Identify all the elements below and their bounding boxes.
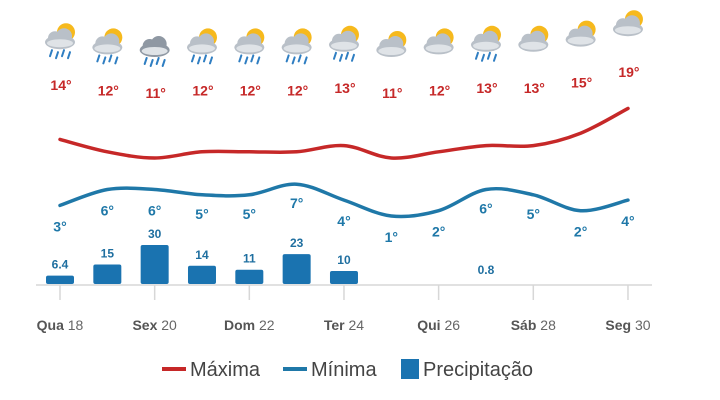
x-tick-label: Ter 24 bbox=[324, 317, 364, 333]
sun-cloud-rain-icon bbox=[234, 28, 265, 65]
max-temp-label: 15° bbox=[571, 75, 592, 91]
min-temp-label: 5° bbox=[195, 206, 208, 222]
min-temp-labels: 3° 6° 6° 5° 5° 7° 4° 1° 2° 6° 5° 2° 4° bbox=[53, 195, 634, 245]
precipitation-label: 10 bbox=[337, 253, 351, 267]
min-temp-label: 6° bbox=[148, 203, 161, 219]
legend-label: Máxima bbox=[190, 359, 261, 381]
legend-item: Mínima bbox=[283, 359, 377, 381]
min-temp-label: 1° bbox=[385, 229, 398, 245]
max-temp-labels: 14° 12° 11° 12° 12° 12° 13° 11° 12° 13° 13° 15° 19° bbox=[50, 64, 639, 101]
precipitation-label: 11 bbox=[243, 252, 256, 266]
precipitation-bar bbox=[187, 265, 216, 284]
precipitation-label: 15 bbox=[101, 247, 115, 261]
min-temp-label: 5° bbox=[527, 206, 540, 222]
sun-cloud-icon bbox=[376, 31, 407, 57]
sun-cloud-rain-icon bbox=[470, 25, 501, 62]
sun-cloud-icon bbox=[423, 28, 454, 55]
x-tick-label: Sáb 28 bbox=[511, 317, 556, 333]
precipitation-bar bbox=[329, 271, 358, 284]
x-tick-label: Qui 26 bbox=[417, 317, 460, 333]
legend-label: Mínima bbox=[311, 359, 377, 381]
min-temp-label: 3° bbox=[53, 218, 66, 234]
max-temp-label: 19° bbox=[618, 64, 639, 80]
min-temp-label: 4° bbox=[621, 213, 634, 229]
sun-cloud-rain-icon bbox=[281, 28, 312, 65]
legend-item: Máxima bbox=[162, 359, 261, 381]
sun-cloud-rain-icon bbox=[92, 28, 123, 65]
cloud-rain-icon bbox=[139, 36, 170, 67]
precipitation-label: 23 bbox=[290, 236, 304, 250]
max-temp-label: 12° bbox=[429, 82, 450, 98]
max-temp-label: 11° bbox=[382, 85, 402, 101]
x-tick-label: Sex 20 bbox=[132, 317, 177, 333]
max-temp-label: 11° bbox=[145, 85, 165, 101]
precipitation-label: 0.8 bbox=[478, 263, 495, 277]
legend-swatch bbox=[401, 359, 419, 379]
precipitation-bar bbox=[235, 269, 264, 284]
legend: Máxima Mínima Precipitação bbox=[162, 359, 533, 381]
sun-cloud-rain-icon bbox=[328, 25, 359, 62]
temperature-lines bbox=[58, 106, 630, 219]
x-tick-label: Qua 18 bbox=[37, 317, 84, 333]
precipitation-label: 14 bbox=[195, 248, 209, 262]
min-temp-label: 4° bbox=[337, 213, 350, 229]
min-temp-label: 2° bbox=[432, 224, 445, 240]
min-temp-label: 7° bbox=[290, 195, 303, 211]
legend-item: Precipitação bbox=[401, 359, 533, 381]
max-temp-label: 13° bbox=[524, 80, 545, 96]
sun-cloud-rain-icon bbox=[45, 23, 75, 60]
min-temp-label: 5° bbox=[243, 206, 256, 222]
max-temp-label: 12° bbox=[192, 82, 213, 98]
max-temp-line bbox=[58, 106, 630, 160]
min-temp-label: 6° bbox=[101, 203, 114, 219]
x-axis: Qua 18 Sex 20 Dom 22 Ter 24 Qui 26 Sáb 28 Seg … bbox=[36, 284, 652, 333]
min-temp-line bbox=[58, 182, 630, 219]
max-temp-label: 12° bbox=[240, 82, 261, 98]
x-tick-label: Seg 30 bbox=[605, 317, 650, 333]
sun-cloud-icon bbox=[565, 20, 596, 47]
max-temp-label: 13° bbox=[476, 80, 497, 96]
precipitation-bar bbox=[140, 245, 169, 284]
sun-cloud-icon bbox=[612, 10, 643, 37]
max-temp-label: 14° bbox=[50, 77, 71, 93]
min-temp-label: 6° bbox=[479, 201, 492, 217]
precipitation-bars: 6.4 15 30 14 11 23 10 0.8 bbox=[46, 227, 495, 284]
precipitation-label: 6.4 bbox=[52, 258, 69, 272]
min-temp-label: 2° bbox=[574, 224, 587, 240]
legend-label: Precipitação bbox=[423, 359, 533, 381]
max-temp-label: 13° bbox=[334, 80, 355, 96]
max-temp-label: 12° bbox=[287, 82, 308, 98]
precipitation-bar bbox=[93, 264, 122, 284]
precipitation-bar bbox=[282, 254, 311, 284]
max-temp-label: 12° bbox=[98, 82, 119, 98]
x-tick-label: Dom 22 bbox=[224, 317, 275, 333]
sun-cloud-rain-icon bbox=[186, 28, 217, 65]
precipitation-label: 30 bbox=[148, 227, 162, 241]
precipitation-bar bbox=[46, 275, 74, 284]
sun-cloud-icon bbox=[518, 25, 549, 52]
weather-icons bbox=[45, 10, 643, 67]
